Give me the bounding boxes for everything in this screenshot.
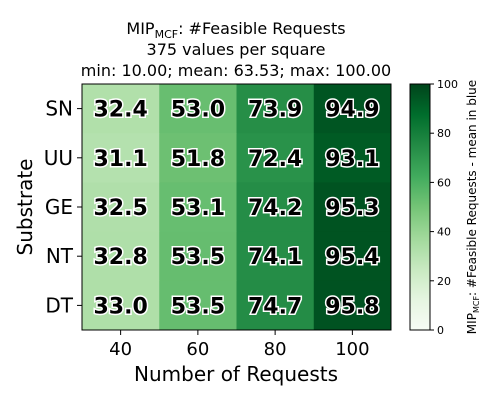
colorbar — [409, 83, 431, 331]
heatmap-cell-label: 95.4 — [325, 245, 379, 270]
heatmap-cell — [313, 133, 392, 183]
colorbar-tick-label: 80 — [437, 127, 451, 140]
heatmap-cell-label: 32.8 — [93, 245, 147, 270]
heatmap-cell-label: 53.5 — [171, 245, 225, 270]
heatmap-cell — [236, 84, 315, 134]
heatmap-cell — [313, 84, 392, 134]
heatmap-cell-label: 53.0 — [171, 98, 225, 123]
heatmap-cells — [82, 84, 392, 331]
y-tick-label: GE — [45, 195, 73, 219]
x-tick-label: 40 — [109, 339, 132, 360]
x-tick-label: 80 — [264, 339, 287, 360]
heatmap-cell — [82, 280, 160, 331]
y-tick-label: UU — [44, 146, 73, 170]
heatmap-cell-label: 31.1 — [93, 147, 147, 172]
heatmap-cell — [82, 84, 160, 134]
colorbar-tick-label: 60 — [437, 176, 451, 189]
heatmap-cell-label: 95.3 — [325, 196, 379, 221]
heatmap-cell-label: 53.1 — [171, 196, 225, 221]
heatmap-cell — [159, 280, 237, 331]
y-tick-label: SN — [45, 97, 73, 121]
y-axis-ticks: SN UU GE NT DT — [44, 97, 82, 317]
y-tick-label: NT — [46, 244, 74, 268]
heatmap-cell-label: 33.0 — [93, 294, 147, 319]
chart-subtitle-line-2: min: 10.00; mean: 63.53; max: 100.00 — [81, 61, 391, 80]
heatmap-cell-label: 32.5 — [93, 196, 147, 221]
heatmap-cell — [236, 231, 315, 282]
chart-title: MIPMCF: #Feasible Requests — [126, 19, 345, 41]
heatmap-cell-label: 74.2 — [248, 196, 302, 221]
heatmap-cell — [82, 133, 160, 183]
heatmap-cell-label: 53.5 — [171, 294, 225, 319]
y-axis-label: Substrate — [13, 159, 37, 256]
heatmap-cell-label: 95.8 — [325, 294, 379, 319]
heatmap-cell — [236, 182, 315, 233]
heatmap-cell — [236, 133, 315, 183]
heatmap-cell — [159, 231, 237, 282]
heatmap-cell-labels: 32.4 53.0 73.9 94.9 31.1 51.8 72.4 93.1 32.5 53.1… — [92, 96, 381, 321]
heatmap-cell-label: 72.4 — [248, 147, 302, 172]
x-tick-label: 100 — [335, 339, 369, 360]
heatmap-cell — [236, 280, 315, 331]
heatmap-cell-label: 51.8 — [171, 147, 225, 172]
heatmap-cell-label: 94.9 — [325, 98, 379, 123]
heatmap-cell — [159, 84, 237, 134]
heatmap-cell-label: 74.7 — [248, 294, 302, 319]
x-axis-ticks: 40 60 80 100 — [109, 330, 370, 360]
heatmap-cell — [313, 280, 392, 331]
heatmap-cell — [82, 182, 160, 233]
heatmap-cell — [82, 231, 160, 282]
chart-subtitle-line-1: 375 values per square — [147, 40, 326, 59]
colorbar-label: MIPMCF: #Feasible Requests - mean in blu… — [465, 80, 481, 334]
heatmap-cell-label: 93.1 — [325, 147, 379, 172]
colorbar-tick-label: 20 — [437, 275, 451, 288]
colorbar-tick-label: 40 — [437, 226, 451, 239]
heatmap-cell-label: 32.4 — [93, 98, 147, 123]
colorbar-ticks: 0 20 40 60 80 100 — [430, 78, 458, 337]
colorbar-tick-label: 0 — [437, 324, 444, 337]
y-tick-label: DT — [45, 293, 73, 317]
heatmap-cell — [159, 182, 237, 233]
heatmap-cell-label: 73.9 — [248, 98, 302, 123]
heatmap-cell — [159, 133, 237, 183]
x-tick-label: 60 — [186, 339, 209, 360]
heatmap-cell-label: 74.1 — [248, 245, 302, 270]
colorbar-tick-label: 100 — [437, 78, 458, 91]
heatmap-cell — [313, 231, 392, 282]
x-axis-label: Number of Requests — [134, 362, 338, 386]
heatmap-cell — [313, 182, 392, 233]
